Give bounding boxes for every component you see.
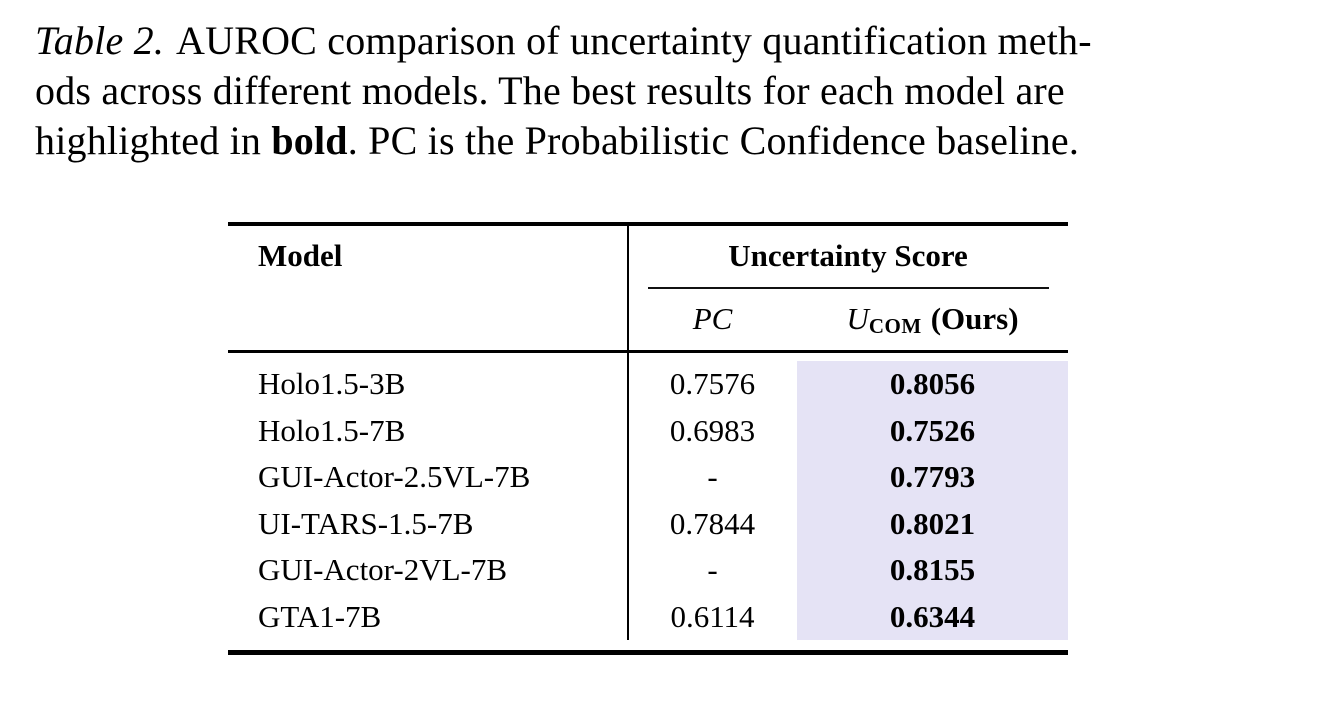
model-cell: Holo1.5-3B xyxy=(258,366,406,402)
caption-line-3: highlighted in bold. PC is the Probabili… xyxy=(35,116,1297,166)
table-caption: Table 2. AUROC comparison of uncertainty … xyxy=(35,16,1297,166)
pc-cell: - xyxy=(707,459,718,495)
table-number-label: Table 2. xyxy=(35,18,165,63)
column-header-ucom-ours: U COM (Ours) xyxy=(797,290,1068,348)
model-cell: Holo1.5-7B xyxy=(258,412,406,448)
model-cell: GUI-Actor-2.5VL-7B xyxy=(258,459,531,495)
table-row: GUI-Actor-2VL-7B - 0.8155 xyxy=(228,547,1068,594)
caption-text-3b: . PC is the Probabilistic Confidence bas… xyxy=(347,118,1080,163)
header-body-separator-rule xyxy=(228,350,1068,353)
pc-cell: 0.7844 xyxy=(669,505,756,541)
auroc-comparison-table: Model Uncertainty Score PC U COM (Ours) Ho… xyxy=(228,222,1068,655)
ucom-ours-label: (Ours) xyxy=(930,301,1019,336)
caption-bold-word: bold xyxy=(271,118,348,163)
ucom-cell: 0.8056 xyxy=(797,361,1068,408)
ucom-subscript: COM xyxy=(868,313,922,338)
table-header-row-2: PC U COM (Ours) xyxy=(228,290,1068,348)
column-header-pc: PC xyxy=(692,301,733,336)
ucom-cell: 0.7526 xyxy=(797,407,1068,454)
column-separator-rule xyxy=(627,226,629,640)
caption-text-2: ods across different models. The best re… xyxy=(35,68,1065,113)
table-header-row-1: Model Uncertainty Score xyxy=(228,226,1068,286)
column-group-header-uncertainty-score: Uncertainty Score xyxy=(728,238,968,273)
caption-text-1: AUROC comparison of uncertainty quantifi… xyxy=(176,18,1092,63)
ucom-symbol: U xyxy=(846,301,869,336)
table-top-rule xyxy=(228,222,1068,226)
ucom-cell: 0.6344 xyxy=(797,593,1068,640)
caption-line-1: Table 2. AUROC comparison of uncertainty … xyxy=(35,16,1297,66)
model-cell: GTA1-7B xyxy=(258,598,382,634)
table-row: GTA1-7B 0.6114 0.6344 xyxy=(228,593,1068,640)
caption-text-3a: highlighted in xyxy=(35,118,272,163)
table-bottom-rule xyxy=(228,650,1068,655)
table-row: UI-TARS-1.5-7B 0.7844 0.8021 xyxy=(228,500,1068,547)
pc-cell: - xyxy=(707,552,718,588)
pc-cell: 0.7576 xyxy=(669,366,756,402)
model-cell: GUI-Actor-2VL-7B xyxy=(258,552,508,588)
table-body: Holo1.5-3B 0.7576 0.8056 Holo1.5-7B 0.69… xyxy=(228,361,1068,640)
group-header-underline-rule xyxy=(648,287,1049,289)
caption-line-2: ods across different models. The best re… xyxy=(35,66,1297,116)
pc-cell: 0.6983 xyxy=(669,412,756,448)
ucom-cell: 0.8021 xyxy=(797,500,1068,547)
ucom-cell: 0.7793 xyxy=(797,454,1068,501)
table-row: Holo1.5-3B 0.7576 0.8056 xyxy=(228,361,1068,408)
pc-cell: 0.6114 xyxy=(670,598,755,634)
model-cell: UI-TARS-1.5-7B xyxy=(258,505,474,541)
column-header-model: Model xyxy=(258,238,343,273)
table-row: GUI-Actor-2.5VL-7B - 0.7793 xyxy=(228,454,1068,501)
ucom-cell: 0.8155 xyxy=(797,547,1068,594)
table-row: Holo1.5-7B 0.6983 0.7526 xyxy=(228,407,1068,454)
